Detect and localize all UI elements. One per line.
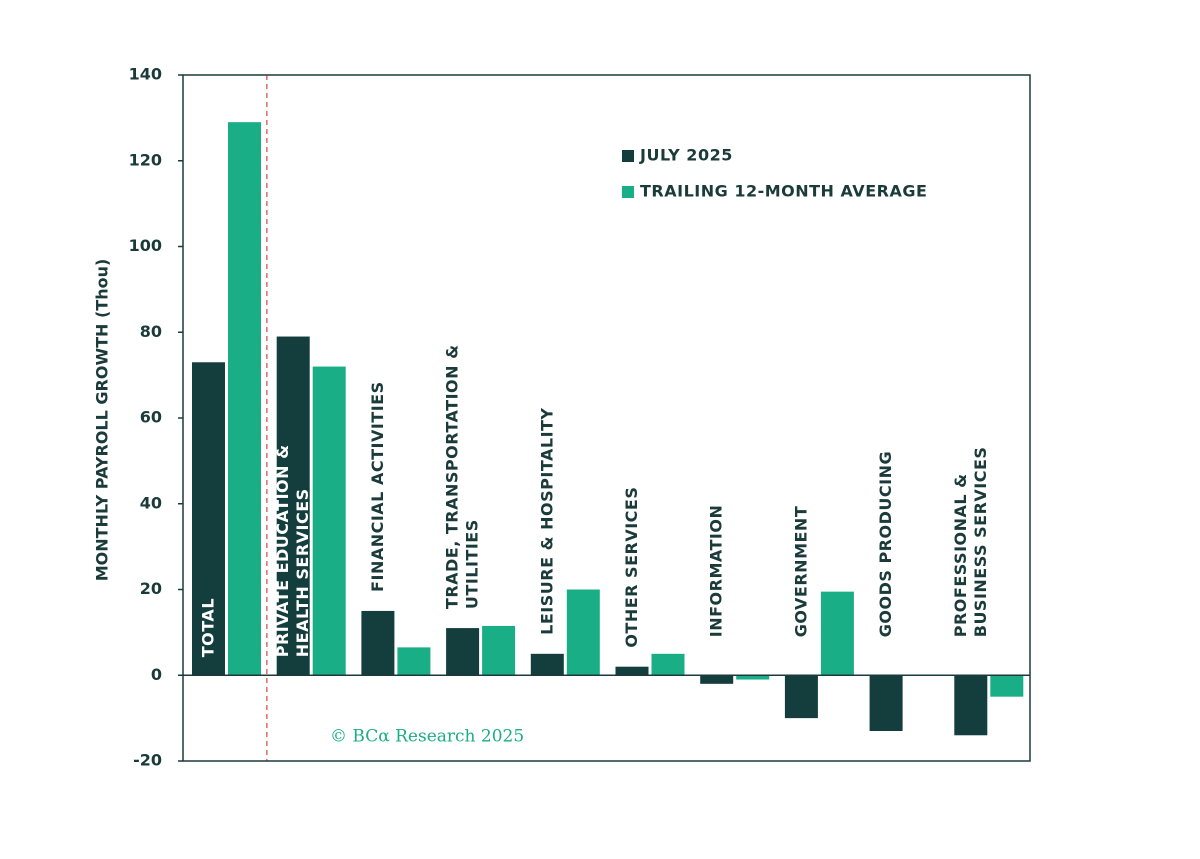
bar [990, 675, 1024, 697]
y-tick-label: 100 [129, 236, 162, 255]
watermark: © BCα Research 2025 [330, 727, 524, 747]
bar [530, 653, 564, 676]
legend-swatch [622, 150, 634, 162]
y-tick-label: 20 [140, 579, 162, 598]
bar [566, 589, 600, 676]
bar [228, 122, 261, 676]
x-tick-label: FINANCIAL ACTIVITIES [367, 381, 386, 592]
bar [615, 666, 649, 676]
y-tick-label: 120 [129, 150, 162, 169]
bar [700, 675, 734, 684]
x-tick-label: TOTAL [198, 598, 217, 657]
y-tick-label: 0 [151, 665, 162, 684]
legend-swatch [622, 186, 634, 198]
legend-label: JULY 2025 [639, 146, 733, 165]
y-axis-title: MONTHLY PAYROLL GROWTH (Thou) [93, 259, 112, 582]
x-tick-label: TRADE, TRANSPORTATION &UTILITIES [442, 344, 481, 609]
plot-frame [182, 74, 1031, 762]
x-tick-label: GOVERNMENT [791, 506, 810, 637]
legend-label: TRAILING 12-MONTH AVERAGE [640, 182, 927, 201]
x-tick-label: GOODS PRODUCING [876, 451, 895, 637]
bar [446, 628, 480, 676]
bar [651, 653, 685, 676]
x-tick-label: PROFESSIONAL &BUSINESS SERVICES [950, 447, 989, 638]
x-tick-label: INFORMATION [706, 505, 725, 638]
x-tick-label: LEISURE & HOSPITALITY [537, 407, 556, 634]
y-tick-label: -20 [133, 751, 162, 770]
bar [954, 675, 988, 736]
bar [312, 366, 346, 676]
bar [276, 336, 310, 676]
bar [869, 675, 903, 731]
bar [397, 647, 431, 676]
bar [736, 675, 770, 680]
y-tick-label: 140 [129, 65, 162, 84]
y-tick-label: 80 [140, 322, 162, 341]
bar [482, 625, 516, 676]
y-tick-label: 60 [140, 408, 162, 427]
x-tick-label: PRIVATE EDUCATION &HEALTH SERVICES [273, 444, 312, 657]
bar [820, 591, 854, 676]
y-tick-label: 40 [140, 493, 162, 512]
bar [784, 675, 818, 719]
bar [192, 362, 225, 676]
bar [361, 610, 395, 676]
x-tick-label: OTHER SERVICES [622, 487, 641, 648]
